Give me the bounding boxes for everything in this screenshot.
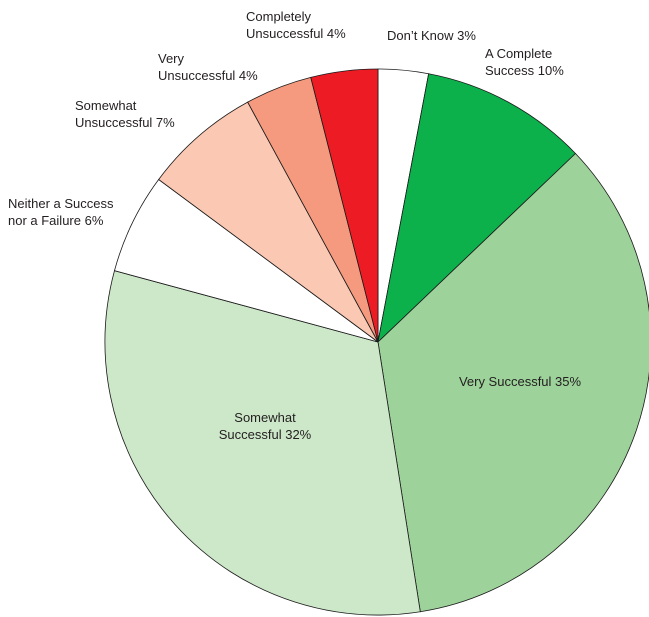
slice-label-line: Completely bbox=[246, 9, 312, 24]
slice-label-line: Somewhat bbox=[234, 410, 296, 425]
slice-label-1: A Complete Success 10% bbox=[485, 46, 564, 78]
slice-label-0: Don’t Know 3% bbox=[387, 28, 476, 43]
slice-label-5: Somewhat Unsuccessful 7% bbox=[75, 98, 175, 130]
pie-labels: Don’t Know 3% A Complete Success 10% Very S… bbox=[8, 9, 581, 442]
slice-label-line: Unsuccessful 4% bbox=[158, 68, 258, 83]
pie-slice-5 bbox=[158, 101, 379, 343]
slice-label-line: nor a Failure 6% bbox=[8, 213, 104, 228]
pie-slice-2 bbox=[377, 152, 649, 613]
slice-label-line: Neither a Success bbox=[8, 196, 114, 211]
slice-label-4: Neither a Success nor a Failure 6% bbox=[8, 196, 114, 228]
slice-label-3: Somewhat Successful 32% bbox=[219, 410, 312, 442]
slice-label-line: Don’t Know 3% bbox=[387, 28, 476, 43]
slice-label-line: Unsuccessful 4% bbox=[246, 26, 346, 41]
pie-slice-3 bbox=[104, 270, 421, 616]
slice-label-7: Completely Unsuccessful 4% bbox=[246, 9, 346, 41]
slice-label-line: Very Successful 35% bbox=[459, 374, 582, 389]
slice-label-line: Somewhat bbox=[75, 98, 137, 113]
slice-label-2: Very Successful 35% bbox=[459, 374, 582, 389]
slice-label-6: Very Unsuccessful 4% bbox=[158, 51, 258, 83]
slice-label-line: Successful 32% bbox=[219, 427, 312, 442]
pie-slices bbox=[104, 68, 649, 616]
slice-label-line: Success 10% bbox=[485, 63, 564, 78]
slice-label-line: A Complete bbox=[485, 46, 552, 61]
pie-slice-1 bbox=[377, 73, 577, 344]
slice-label-line: Unsuccessful 7% bbox=[75, 115, 175, 130]
slice-label-line: Very bbox=[158, 51, 185, 66]
pie-slice-7 bbox=[310, 68, 379, 343]
